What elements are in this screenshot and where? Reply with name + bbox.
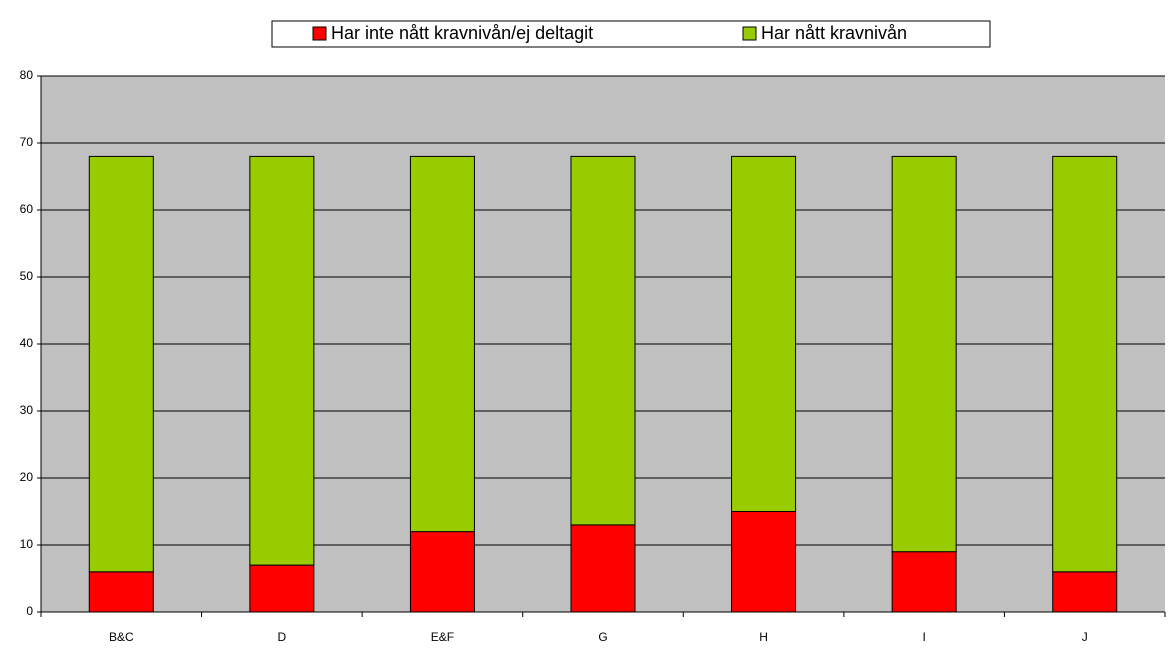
x-tick-label: H [759, 630, 768, 644]
y-tick-label: 60 [20, 202, 34, 216]
legend [271, 20, 991, 48]
y-tick-label: 10 [20, 537, 34, 551]
bar-segment [1052, 155, 1118, 573]
legend-swatch [312, 26, 327, 41]
x-tick-label: D [278, 630, 287, 644]
bar-segment [891, 551, 957, 613]
bar-segment [409, 531, 475, 613]
bar-segment [891, 155, 957, 553]
bar-segment [570, 524, 636, 613]
x-tick-label: J [1082, 630, 1088, 644]
bar-segment [88, 571, 154, 613]
y-tick-label: 0 [26, 604, 33, 618]
x-tick-label: E&F [431, 630, 454, 644]
y-tick-label: 30 [20, 403, 34, 417]
x-tick-label: I [922, 630, 925, 644]
legend-text: Har inte nått kravnivån/ej deltagit [331, 23, 593, 43]
bar-segment [731, 511, 797, 613]
bar-segment [1052, 571, 1118, 613]
x-tick-label: G [598, 630, 607, 644]
y-tick-label: 50 [20, 269, 34, 283]
y-tick-label: 80 [20, 68, 34, 82]
legend-text: Har nått kravnivån [761, 23, 907, 43]
x-tick-label: B&C [109, 630, 134, 644]
bar-segment [88, 155, 154, 573]
bar-segment [249, 155, 315, 566]
y-tick-label: 70 [20, 135, 34, 149]
bar-segment [570, 155, 636, 526]
y-tick-label: 20 [20, 470, 34, 484]
bar-segment [731, 155, 797, 512]
bar-segment [249, 564, 315, 613]
y-tick-label: 40 [20, 336, 34, 350]
legend-swatch [742, 26, 757, 41]
bar-segment [409, 155, 475, 533]
